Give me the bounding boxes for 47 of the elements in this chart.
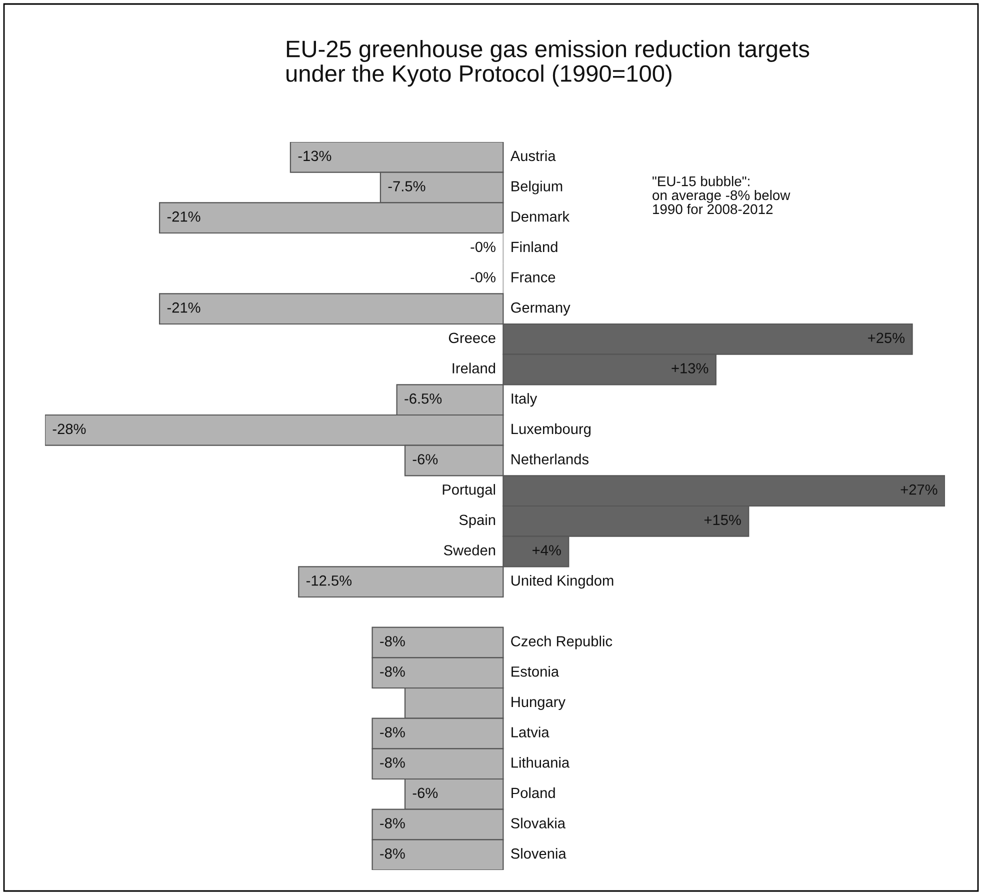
y-tick-label: Denmark — [512, 211, 570, 222]
data-label: -8% — [380, 848, 405, 859]
data-label: -6% — [412, 788, 438, 798]
y-tick-label: Slovenia — [511, 848, 566, 859]
data-label: -8% — [380, 818, 405, 828]
data-label: -28% — [52, 424, 86, 434]
y-tick-label: Netherlands — [512, 454, 588, 464]
y-tick-label: Greece — [448, 332, 496, 344]
y-tick-label: Latvia — [512, 726, 550, 738]
y-tick-label: Poland — [512, 787, 555, 798]
y-tick-label: Spain — [459, 514, 496, 528]
data-label: -8% — [380, 636, 405, 646]
data-label: -8% — [380, 727, 405, 738]
y-tick-label: Austria — [510, 150, 556, 162]
data-label: +13% — [672, 363, 708, 374]
y-tick-label: Sweden — [444, 544, 496, 556]
y-tick-label: United Kingdom — [512, 575, 614, 589]
data-label: +4% — [532, 545, 561, 556]
y-tick-label: Czech Republic — [511, 636, 612, 650]
y-tick-label: Finland — [512, 241, 558, 252]
data-label: -0% — [470, 242, 496, 252]
y-tick-label: Portugal — [442, 484, 496, 498]
chart-title: EU-25 greenhouse gas emission reduction targets under the Kyoto Protocol (1990=100) — [286, 40, 810, 87]
y-tick-label: France — [512, 272, 556, 282]
data-label: +27% — [900, 484, 938, 495]
y-tick-label: Luxembourg — [512, 423, 591, 437]
data-label: +25% — [868, 332, 905, 344]
y-tick-label: Estonia — [512, 666, 560, 677]
data-label: -21% — [167, 302, 200, 313]
data-label: -12.5% — [306, 575, 352, 586]
data-label: -21% — [167, 211, 200, 222]
data-label: +15% — [704, 514, 741, 526]
y-tick-label: Slovakia — [511, 818, 566, 828]
annotation: "EU-15 bubble": on average -8% below 1990 for 2008-2012 — [652, 176, 790, 214]
y-tick-label: Ireland — [452, 362, 496, 374]
y-tick-label: Belgium — [512, 180, 562, 194]
y-tick-label: Hungary — [512, 696, 566, 710]
data-label: -6% — [412, 454, 438, 464]
y-tick-label: Lithuania — [512, 757, 570, 768]
data-label: -0% — [470, 272, 496, 282]
data-label: -8% — [380, 666, 405, 677]
y-tick-label: Italy — [512, 393, 538, 407]
y-tick-label: Germany — [511, 302, 570, 316]
data-label: -13% — [298, 150, 332, 162]
data-label: -7.5% — [388, 181, 426, 192]
data-label: -6.5% — [404, 393, 442, 404]
data-label: -8% — [380, 757, 405, 768]
